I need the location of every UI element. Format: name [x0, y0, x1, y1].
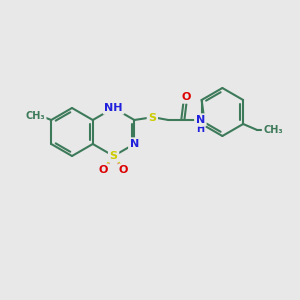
Text: CH₃: CH₃ [263, 125, 283, 135]
Text: N: N [196, 115, 205, 125]
Text: S: S [148, 113, 156, 123]
Text: NH: NH [104, 103, 123, 113]
Text: CH₃: CH₃ [26, 111, 45, 121]
Text: O: O [182, 92, 191, 102]
Text: N: N [130, 139, 139, 149]
Text: O: O [99, 165, 108, 175]
Text: H: H [196, 124, 204, 134]
Text: O: O [119, 165, 128, 175]
Text: S: S [110, 151, 118, 161]
